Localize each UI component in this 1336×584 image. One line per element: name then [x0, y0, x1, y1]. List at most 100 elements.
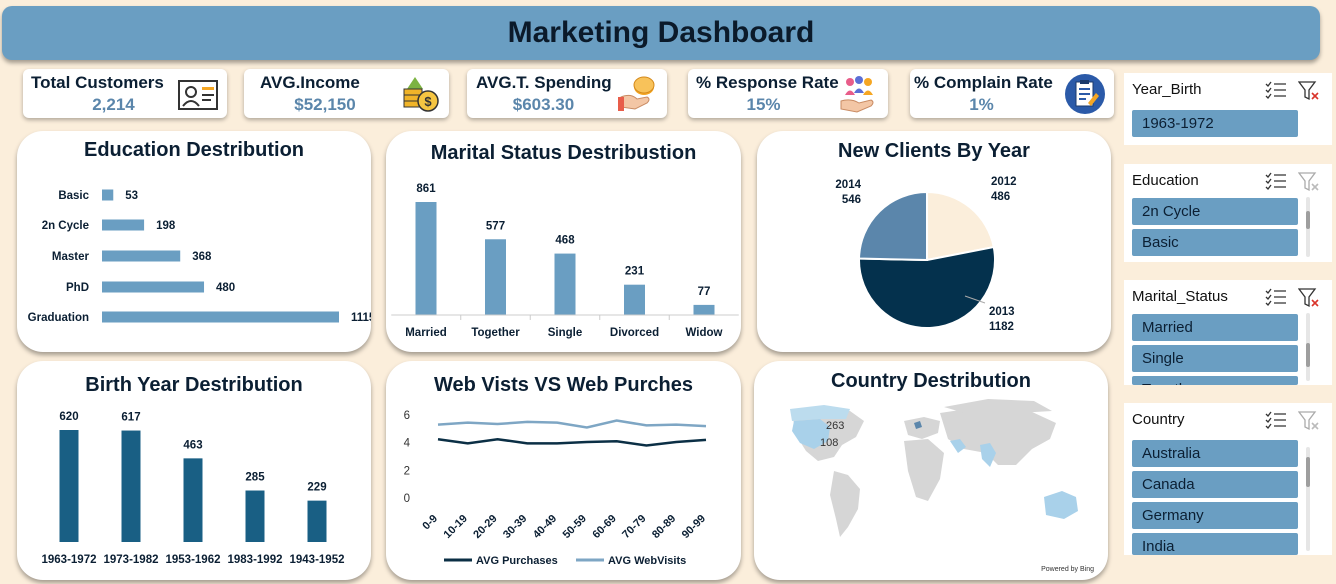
- bar: [693, 304, 715, 315]
- slicer-scroll-thumb[interactable]: [1306, 211, 1310, 229]
- map-region-india: [980, 443, 996, 467]
- series-line: [437, 437, 707, 447]
- slicer-title: Marital_Status: [1132, 288, 1228, 305]
- slice-value: 486: [991, 191, 1010, 203]
- y-tick-label: 6: [404, 410, 410, 422]
- svg-text:$: $: [424, 94, 432, 109]
- clipboard-report-icon: [1065, 74, 1105, 114]
- hand-coins-icon: [618, 76, 655, 111]
- data-label: 620: [59, 411, 78, 423]
- slicer-item[interactable]: Single: [1132, 345, 1298, 372]
- category-label: Single: [548, 327, 583, 339]
- slicer-scroll-thumb[interactable]: [1306, 343, 1310, 367]
- category-label: 1943-1952: [290, 554, 345, 566]
- kpi-value: 1%: [969, 95, 994, 114]
- kpi-complain-rate: % Complain Rate 1%: [910, 69, 1114, 118]
- clear-filter-icon[interactable]: [1298, 81, 1320, 101]
- x-tick-label: 70-79: [620, 513, 648, 541]
- bar: [245, 490, 265, 542]
- slicer-scrollbar[interactable]: [1306, 447, 1310, 551]
- filter-icon[interactable]: [1298, 411, 1320, 431]
- country-map-card: Country Destribution 263 108 Powered by …: [754, 361, 1108, 580]
- filter-icon[interactable]: [1298, 172, 1320, 192]
- web-line-chart: 0 2 4 6 0-9 10-19 20-29 30-39 40-49 50-59 60-69 70-…: [404, 410, 709, 567]
- marital-bar-chart: 861 Married 577 Together 468 Single 231 Divorce…: [391, 183, 739, 339]
- slicer-year-birth: Year_Birth 1963-1972: [1124, 73, 1332, 145]
- bar: [307, 500, 327, 542]
- kpi-title: % Complain Rate: [914, 73, 1053, 92]
- slice-label: 2012: [991, 176, 1017, 188]
- data-label: 285: [245, 472, 265, 484]
- bar: [485, 239, 506, 315]
- web-chart-card: Web Vists VS Web Purches 0 2 4 6 0-9 10-19 20-…: [386, 361, 741, 580]
- slicer-marital-status: Marital_Status Married Single Together: [1124, 280, 1332, 385]
- slicer-item[interactable]: Together: [1132, 376, 1298, 385]
- x-tick-label: 20-29: [471, 513, 499, 541]
- customer-id-card-icon: [178, 80, 218, 110]
- multi-select-icon[interactable]: [1265, 288, 1287, 306]
- category-label: Master: [52, 251, 90, 263]
- bar: [102, 189, 114, 201]
- y-tick-label: 4: [404, 438, 411, 450]
- slicer-scroll-thumb[interactable]: [1306, 457, 1310, 487]
- leader-line: [964, 295, 986, 304]
- data-label: 617: [121, 412, 140, 424]
- category-label: Married: [405, 327, 447, 339]
- map-region-canada: [790, 405, 850, 421]
- kpi-response-rate: % Response Rate 15%: [688, 69, 888, 118]
- pie-slice: [926, 190, 995, 262]
- world-map[interactable]: 263 108 Powered by Bing: [754, 361, 1108, 580]
- category-label: Basic: [58, 190, 89, 202]
- kpi-avg-spending: AVG.T. Spending $603.30: [467, 69, 667, 118]
- slicer-item[interactable]: Canada: [1132, 471, 1298, 498]
- bar: [624, 284, 645, 315]
- data-label: 861: [416, 183, 436, 195]
- slicer-item[interactable]: Married: [1132, 314, 1298, 341]
- pie-slice: [858, 245, 996, 329]
- slicer-item[interactable]: Germany: [1132, 502, 1298, 529]
- birth-year-chart-card: Birth Year Destribution 620 1963-1972 617 1…: [17, 361, 371, 580]
- category-label: 1973-1982: [104, 554, 159, 566]
- x-tick-label: 50-59: [561, 513, 589, 541]
- people-hand-icon: [840, 76, 874, 113]
- map-region-australia: [1044, 491, 1078, 519]
- legend-label: AVG Purchases: [476, 555, 558, 567]
- multi-select-icon[interactable]: [1265, 172, 1287, 190]
- dashboard-header: Marketing Dashboard: [2, 6, 1320, 60]
- map-region-usa: [792, 419, 830, 449]
- slice-label: 2013: [989, 306, 1015, 318]
- category-label: 1983-1992: [228, 554, 283, 566]
- new-clients-pie-chart: 2012 486 2013 1182 2014 546: [835, 176, 1017, 333]
- kpi-value: $603.30: [512, 95, 575, 114]
- kpi-value: $52,150: [294, 95, 356, 114]
- category-label: 1953-1962: [166, 554, 221, 566]
- category-label: Graduation: [28, 312, 89, 324]
- bar: [415, 202, 437, 315]
- data-label: 198: [156, 220, 176, 232]
- multi-select-icon[interactable]: [1265, 81, 1287, 99]
- kpi-total-customers: Total Customers 2,214: [23, 69, 227, 118]
- slice-label: 2014: [835, 179, 861, 191]
- clear-filter-icon[interactable]: [1298, 288, 1320, 308]
- category-label: Divorced: [610, 327, 659, 339]
- bar: [183, 458, 203, 542]
- bar: [102, 250, 181, 262]
- slicer-item[interactable]: India: [1132, 533, 1298, 555]
- chart-title: Web Vists VS Web Purches: [434, 374, 693, 396]
- slicer-item[interactable]: Australia: [1132, 440, 1298, 467]
- slicer-item[interactable]: 2n Cycle: [1132, 198, 1298, 225]
- data-label: 468: [555, 235, 575, 247]
- kpi-title: AVG.T. Spending: [476, 73, 612, 92]
- kpi-avg-income: AVG.Income $52,150 $: [244, 69, 449, 118]
- category-label: Widow: [686, 327, 723, 339]
- multi-select-icon[interactable]: [1265, 411, 1287, 429]
- x-tick-label: 90-99: [680, 513, 708, 541]
- map-credit: Powered by Bing: [1041, 566, 1094, 573]
- kpi-value: 15%: [746, 95, 781, 114]
- slicer-item[interactable]: 1963-1972: [1132, 110, 1298, 137]
- slicer-item[interactable]: Basic: [1132, 229, 1298, 256]
- category-label: Together: [471, 327, 520, 339]
- slicer-country: Country Australia Canada Germany India: [1124, 403, 1332, 555]
- x-tick-label: 10-19: [442, 513, 470, 541]
- marital-chart-card: Marital Status Destribustion 861 Married 5…: [386, 131, 741, 352]
